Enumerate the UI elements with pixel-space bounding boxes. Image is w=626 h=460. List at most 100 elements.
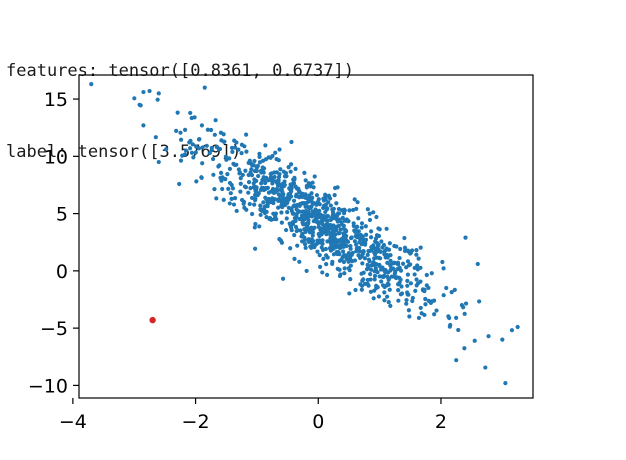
data-point: [334, 224, 340, 229]
data-point: [292, 203, 297, 208]
data-point: [218, 175, 223, 180]
data-point: [278, 187, 283, 192]
data-point: [434, 308, 439, 313]
data-point: [373, 239, 378, 244]
data-point: [306, 239, 311, 244]
data-point: [351, 223, 356, 229]
data-point: [263, 195, 268, 200]
data-point: [241, 201, 246, 206]
data-point: [219, 138, 224, 143]
data-point: [141, 89, 146, 95]
data-point: [293, 166, 298, 171]
data-point: [339, 208, 345, 213]
data-point: [183, 148, 189, 153]
data-point: [218, 170, 224, 175]
data-point: [477, 299, 482, 304]
data-point: [373, 266, 378, 271]
data-point: [402, 235, 407, 241]
data-point: [375, 285, 380, 290]
data-point: [348, 263, 353, 268]
data-point: [444, 285, 449, 291]
data-point: [367, 211, 372, 216]
data-point: [463, 301, 469, 306]
data-point: [212, 186, 217, 192]
data-point: [357, 249, 362, 254]
data-point: [325, 218, 331, 223]
data-point: [312, 174, 317, 179]
data-point: [394, 244, 399, 249]
data-point: [199, 175, 204, 180]
data-point: [372, 273, 378, 278]
data-point: [381, 243, 387, 248]
data-point: [315, 249, 320, 254]
data-point: [197, 136, 202, 142]
data-point: [253, 246, 258, 251]
data-point: [371, 210, 376, 215]
data-point: [343, 228, 348, 233]
data-point: [385, 260, 390, 265]
data-point: [359, 283, 365, 288]
data-point: [303, 204, 308, 209]
data-point: [381, 274, 386, 280]
data-point: [178, 158, 184, 163]
data-point: [340, 249, 346, 254]
data-point: [365, 207, 370, 212]
data-point: [259, 181, 264, 186]
data-point: [280, 276, 286, 281]
data-point: [369, 229, 374, 234]
data-point: [447, 324, 452, 329]
data-point: [306, 181, 311, 186]
data-point: [264, 215, 269, 220]
data-point: [413, 288, 418, 293]
data-point: [269, 199, 274, 205]
data-point: [267, 215, 273, 221]
data-point: [302, 227, 307, 232]
data-point: [395, 261, 400, 266]
data-point: [239, 197, 245, 203]
data-point: [331, 252, 336, 257]
data-point: [297, 259, 302, 264]
data-point: [371, 262, 377, 267]
highlighted-point: [149, 316, 156, 324]
data-point: [323, 209, 328, 215]
data-point: [208, 127, 214, 133]
data-point: [371, 296, 376, 301]
data-point: [234, 162, 239, 167]
data-point: [368, 267, 374, 272]
data-point: [342, 266, 347, 271]
data-point: [196, 146, 202, 151]
data-point: [365, 252, 370, 257]
data-point: [317, 253, 322, 258]
data-point: [199, 123, 205, 128]
data-point: [308, 205, 313, 211]
data-point: [317, 232, 322, 237]
data-point: [486, 334, 491, 339]
data-point: [260, 165, 265, 170]
data-point: [227, 156, 232, 161]
data-point: [344, 239, 349, 244]
data-point: [164, 147, 169, 152]
data-point: [272, 197, 278, 202]
data-point: [238, 176, 243, 181]
data-point: [364, 267, 370, 272]
data-point: [344, 233, 349, 239]
data-point: [364, 232, 369, 237]
data-point: [257, 224, 262, 229]
y-tick-label: 10: [44, 146, 68, 168]
data-point: [283, 202, 288, 208]
data-point: [229, 145, 235, 151]
data-point: [310, 180, 315, 185]
data-point: [295, 243, 300, 248]
data-point: [509, 328, 515, 333]
data-point: [252, 225, 257, 230]
data-point: [386, 299, 391, 305]
data-point: [314, 193, 320, 198]
data-point: [257, 151, 262, 156]
data-point: [263, 204, 269, 209]
data-point: [392, 271, 397, 276]
data-point: [278, 167, 283, 172]
data-point: [277, 236, 282, 242]
data-point: [350, 250, 355, 256]
data-point: [277, 193, 283, 198]
data-point: [314, 208, 319, 214]
